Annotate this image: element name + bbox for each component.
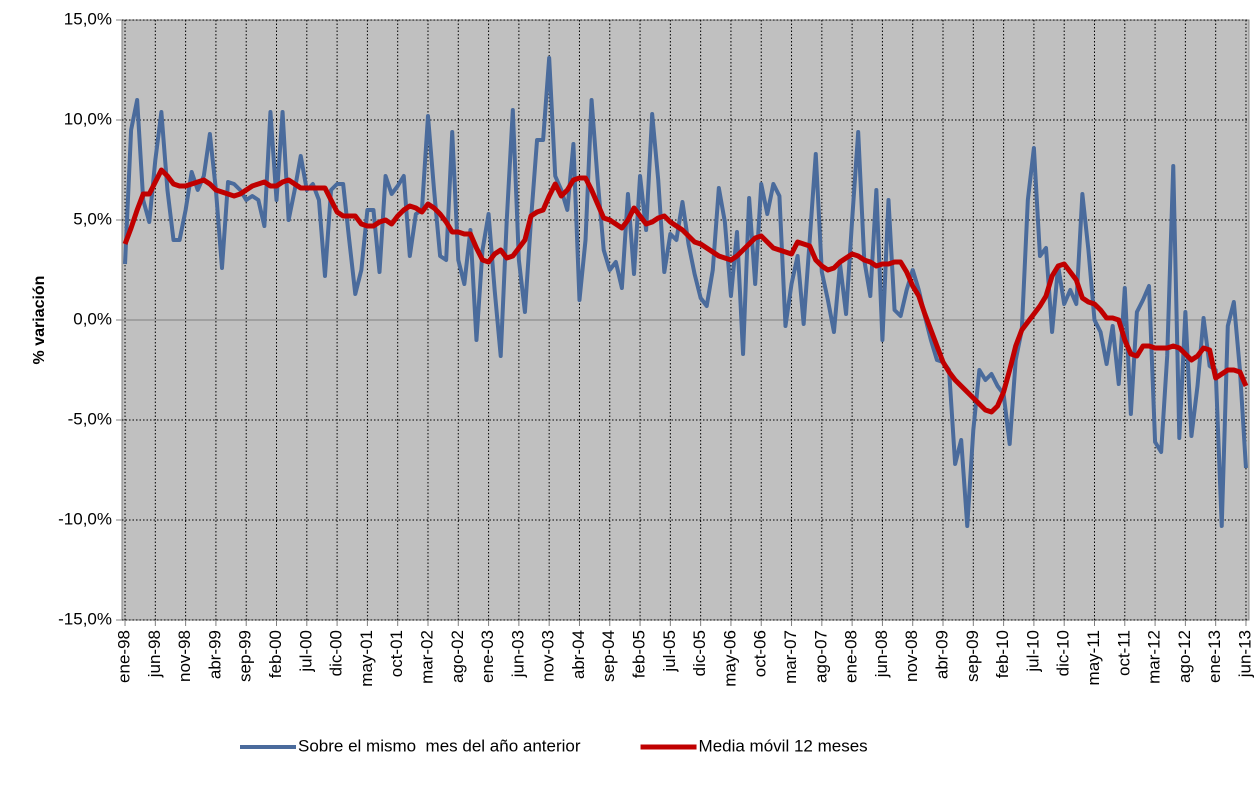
x-tick-label: jul-00	[296, 630, 315, 673]
x-tick-label: sep-09	[963, 630, 982, 682]
x-tick-label: mar-02	[417, 630, 436, 684]
x-tick-label: abr-04	[569, 630, 588, 679]
x-tick-label: jun-98	[145, 630, 164, 678]
x-tick-label: ene-13	[1205, 630, 1224, 683]
y-tick-label: 5,0%	[73, 209, 112, 228]
x-tick-label: feb-10	[993, 630, 1012, 678]
x-tick-label: ene-98	[115, 630, 134, 683]
x-tick-label: ene-03	[478, 630, 497, 683]
x-tick-label: jun-08	[872, 630, 891, 678]
x-tick-label: oct-11	[1114, 630, 1133, 676]
y-axis-label: % variación	[31, 276, 48, 365]
series-line	[123, 56, 1248, 528]
y-tick-label: 10,0%	[64, 109, 112, 128]
x-tick-label: ago-07	[811, 630, 830, 683]
legend-label: Sobre el mismo mes del año anterior	[298, 736, 581, 755]
x-tick-label: may-06	[720, 630, 739, 687]
x-tick-label: sep-04	[599, 630, 618, 682]
x-tick-label: oct-01	[387, 630, 406, 677]
x-tick-label: jul-10	[1023, 630, 1042, 673]
x-tick-label: abr-09	[932, 630, 951, 679]
x-tick-label: mar-12	[1145, 630, 1164, 684]
x-tick-label: ago-12	[1175, 630, 1194, 683]
y-tick-label: -15,0%	[58, 609, 112, 628]
x-tick-label: ago-02	[448, 630, 467, 683]
x-tick-label: ene-08	[842, 630, 861, 683]
y-tick-label: 15,0%	[64, 9, 112, 28]
x-tick-label: mar-07	[781, 630, 800, 684]
y-tick-label: -5,0%	[68, 409, 112, 428]
legend-label: Media móvil 12 meses	[699, 736, 868, 755]
x-tick-label: abr-99	[205, 630, 224, 679]
x-tick-label: feb-00	[266, 630, 285, 678]
x-tick-label: sep-99	[236, 630, 255, 682]
x-tick-label: jun-13	[1235, 630, 1254, 678]
x-tick-label: jun-03	[508, 630, 527, 678]
x-tick-label: dic-05	[690, 630, 709, 676]
x-tick-label: nov-03	[539, 630, 558, 682]
x-tick-label: nov-08	[902, 630, 921, 682]
series-line	[122, 167, 1249, 415]
x-tick-label: jul-05	[660, 630, 679, 673]
y-tick-label: 0,0%	[73, 309, 112, 328]
x-tick-label: feb-05	[630, 630, 649, 678]
x-tick-label: nov-98	[175, 630, 194, 682]
x-tick-label: may-01	[357, 630, 376, 687]
x-tick-label: dic-10	[1054, 630, 1073, 676]
x-tick-label: may-11	[1084, 630, 1103, 685]
x-tick-label: oct-06	[751, 630, 770, 677]
x-tick-label: dic-00	[327, 630, 346, 676]
y-tick-label: -10,0%	[58, 509, 112, 528]
